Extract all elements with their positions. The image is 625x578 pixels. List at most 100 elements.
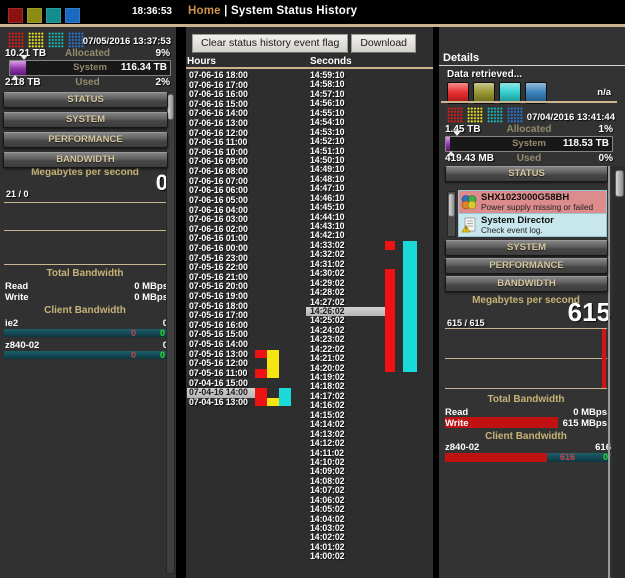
seconds-row[interactable]: 14:55:10: [310, 107, 345, 118]
seconds-row[interactable]: 14:54:10: [310, 117, 345, 128]
seconds-row[interactable]: 14:03:02: [310, 523, 345, 533]
seconds-row[interactable]: 14:07:02: [310, 485, 345, 496]
red-status-icon[interactable]: [447, 82, 469, 104]
seconds-row[interactable]: 14:49:10: [310, 164, 345, 175]
hours-row[interactable]: 07-06-16 11:00: [189, 137, 248, 148]
seconds-row[interactable]: 14:27:02: [310, 296, 345, 307]
seconds-row[interactable]: 14:30:02: [310, 268, 345, 279]
seconds-row[interactable]: 14:12:02: [310, 438, 345, 449]
seconds-row[interactable]: 14:10:02: [310, 456, 345, 467]
seconds-row[interactable]: 14:57:10: [310, 88, 345, 99]
seconds-row[interactable]: 14:13:02: [310, 428, 345, 439]
sidebar-scrollbar-thumb[interactable]: [167, 94, 174, 120]
hours-row[interactable]: 07-05-16 12:00: [189, 358, 248, 369]
hours-row[interactable]: 07-06-16 09:00: [189, 156, 248, 167]
hours-row[interactable]: 07-05-16 23:00: [189, 252, 248, 263]
hours-row[interactable]: 07-06-16 08:00: [189, 166, 248, 177]
tab-status[interactable]: STATUS: [445, 166, 608, 182]
seconds-row[interactable]: 14:01:02: [310, 541, 345, 552]
alert-list-scrollbar[interactable]: [447, 191, 456, 237]
hours-row[interactable]: 07-06-16 18:00: [189, 70, 248, 80]
seconds-row[interactable]: 14:18:02: [310, 381, 345, 392]
hours-row[interactable]: 07-05-16 22:00: [189, 262, 248, 273]
yellow-grid-icon[interactable]: [28, 32, 44, 48]
seconds-row[interactable]: 14:15:02: [310, 409, 345, 420]
alert-item-system-director[interactable]: ! System Director Check event log.: [458, 213, 607, 237]
seconds-row[interactable]: 14:48:10: [310, 173, 345, 184]
seconds-row[interactable]: 14:42:10: [310, 230, 345, 241]
hours-row[interactable]: 07-05-16 19:00: [189, 291, 248, 302]
client-row[interactable]: z840-02 0: [5, 340, 168, 351]
seconds-row[interactable]: 14:29:02: [310, 277, 345, 288]
hours-row[interactable]: 07-06-16 04:00: [189, 204, 248, 215]
olive-square-icon[interactable]: [27, 8, 42, 23]
hours-row[interactable]: 07-05-16 15:00: [189, 329, 248, 340]
seconds-row[interactable]: 14:14:02: [310, 419, 345, 430]
hours-row[interactable]: 07-05-16 13:00: [189, 348, 248, 359]
teal-grid-icon[interactable]: [487, 107, 503, 123]
seconds-row[interactable]: 14:44:10: [310, 211, 345, 222]
seconds-row[interactable]: 14:45:10: [310, 202, 345, 213]
hours-row[interactable]: 07-06-16 00:00: [189, 242, 248, 253]
teal-grid-icon[interactable]: [48, 32, 64, 48]
seconds-row[interactable]: 14:20:02: [310, 362, 345, 373]
seconds-row[interactable]: 14:23:02: [310, 334, 345, 345]
hours-row[interactable]: 07-05-16 11:00: [189, 367, 248, 378]
seconds-row[interactable]: 14:46:10: [310, 192, 345, 203]
seconds-row[interactable]: 14:22:02: [310, 343, 345, 354]
tab-system[interactable]: SYSTEM: [3, 112, 168, 128]
alert-list-scrollbar-thumb[interactable]: [448, 193, 455, 217]
details-scrollbar[interactable]: [612, 166, 625, 578]
hours-row[interactable]: 07-06-16 14:00: [189, 108, 248, 119]
hours-row[interactable]: 07-05-16 14:00: [189, 339, 248, 350]
seconds-row[interactable]: 14:47:10: [310, 183, 345, 194]
seconds-row[interactable]: 14:11:02: [310, 447, 344, 458]
blue-grid-icon[interactable]: [68, 32, 84, 48]
seconds-row[interactable]: 14:58:10: [310, 79, 345, 90]
tab-performance[interactable]: PERFORMANCE: [3, 132, 168, 148]
hours-row[interactable]: 07-06-16 03:00: [189, 214, 248, 225]
hours-row[interactable]: 07-06-16 05:00: [189, 194, 248, 205]
seconds-row[interactable]: 14:04:02: [310, 513, 345, 524]
hours-row[interactable]: 07-04-16 13:00: [189, 396, 248, 407]
teal-square-icon[interactable]: [46, 8, 61, 23]
hours-row[interactable]: 07-06-16 17:00: [189, 79, 248, 90]
details-scrollbar-thumb[interactable]: [615, 170, 624, 197]
blue-square-icon[interactable]: [65, 8, 80, 23]
hours-row[interactable]: 07-05-16 21:00: [189, 271, 248, 282]
dark-red-square-icon[interactable]: [8, 8, 23, 23]
tab-bandwidth[interactable]: BANDWIDTH: [445, 276, 608, 292]
hours-row[interactable]: 07-06-16 10:00: [189, 146, 248, 157]
blue-grid-icon[interactable]: [507, 107, 523, 123]
hours-row[interactable]: 07-06-16 02:00: [189, 223, 248, 234]
seconds-row[interactable]: 14:02:02: [310, 532, 345, 543]
hours-row[interactable]: 07-05-16 17:00: [189, 310, 248, 321]
olive-status-icon[interactable]: [473, 82, 495, 104]
seconds-row[interactable]: 14:09:02: [310, 466, 345, 477]
seconds-row[interactable]: 14:05:02: [310, 504, 345, 515]
seconds-row[interactable]: 14:17:02: [310, 390, 345, 401]
hours-row[interactable]: 07-05-16 18:00: [189, 300, 248, 311]
client-row[interactable]: z840-02 616: [445, 442, 611, 453]
seconds-row[interactable]: 14:08:02: [310, 475, 345, 486]
hours-row[interactable]: 07-04-16 15:00: [189, 377, 248, 388]
hours-row[interactable]: 07-06-16 13:00: [189, 118, 248, 129]
seconds-row[interactable]: 14:50:10: [310, 154, 345, 165]
seconds-row[interactable]: 14:56:10: [310, 98, 345, 109]
seconds-row[interactable]: 14:28:02: [310, 287, 345, 298]
cyan-status-icon[interactable]: [499, 82, 521, 104]
hours-row[interactable]: 07-06-16 06:00: [189, 185, 248, 196]
blue-status-icon[interactable]: [525, 82, 547, 104]
red-grid-icon[interactable]: [447, 107, 463, 123]
hours-row[interactable]: 07-05-16 20:00: [189, 281, 248, 292]
seconds-row[interactable]: 14:19:02: [310, 372, 345, 382]
seconds-row[interactable]: 14:33:02: [310, 239, 345, 250]
seconds-row[interactable]: 14:21:02: [310, 353, 345, 364]
hours-row[interactable]: 07-06-16 07:00: [189, 175, 248, 186]
seconds-row-selected[interactable]: 14:26:02: [306, 306, 385, 317]
seconds-row[interactable]: 14:52:10: [310, 136, 345, 147]
tab-bandwidth[interactable]: BANDWIDTH: [3, 152, 168, 168]
seconds-row[interactable]: 14:16:02: [310, 400, 345, 411]
hours-row[interactable]: 07-06-16 15:00: [189, 98, 248, 109]
seconds-row[interactable]: 14:32:02: [310, 249, 345, 260]
